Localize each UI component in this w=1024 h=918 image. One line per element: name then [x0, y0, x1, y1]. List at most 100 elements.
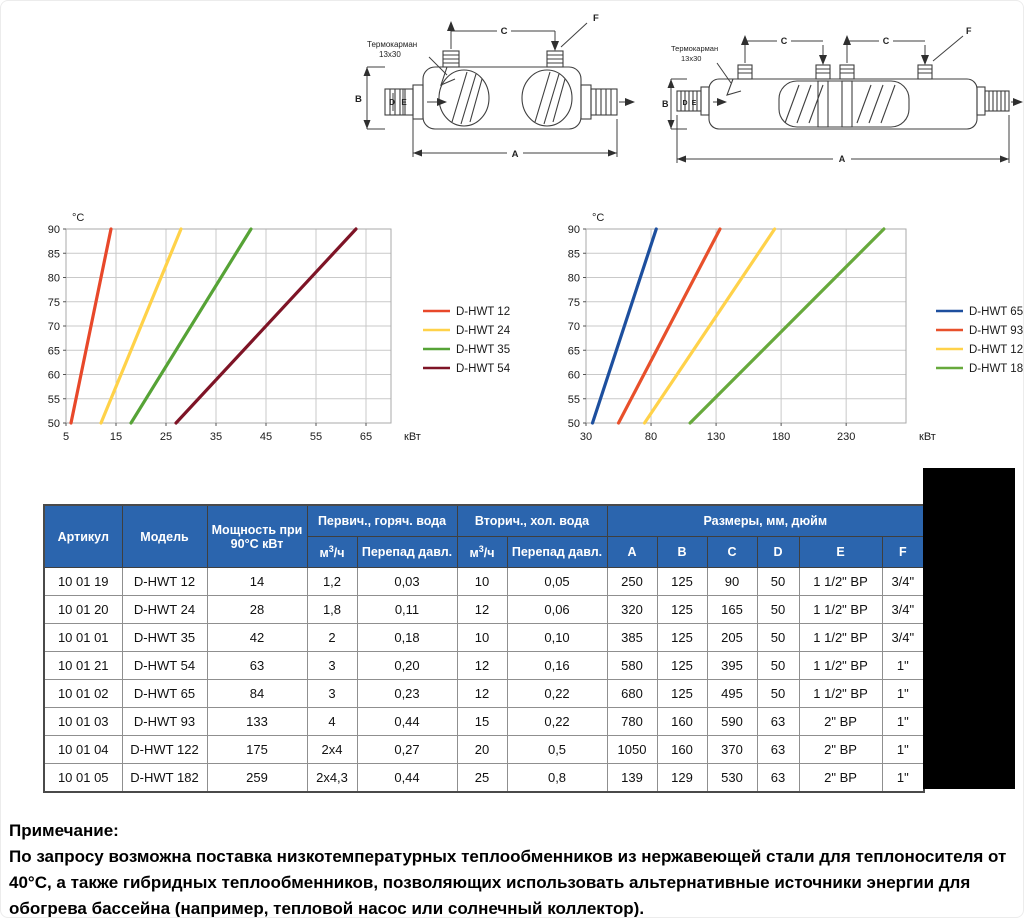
svg-text:80: 80	[645, 431, 657, 443]
table-cell: 125	[656, 679, 708, 708]
table-cell: 2х4	[306, 735, 358, 764]
thermowell-size-label: 13х30	[681, 54, 701, 63]
table-cell: 10 01 04	[43, 735, 123, 764]
table-cell: 10 01 03	[43, 707, 123, 736]
table-row: 10 01 03 D-HWT 93 133 4 0,44 15 0,22 780 160 590 6…	[43, 707, 925, 736]
table-cell: 0,44	[356, 763, 458, 793]
col-dim-b: B	[656, 536, 708, 568]
svg-text:кВт: кВт	[919, 431, 936, 443]
table-cell: 0,23	[356, 679, 458, 708]
spec-table-body: 10 01 19 D-HWT 12 14 1,2 0,03 10 0,05 250 125 90 5…	[43, 567, 925, 793]
svg-text:70: 70	[48, 321, 60, 333]
spec-table: Артикул Модель Мощность при 90°С кВт Пер…	[43, 504, 926, 793]
table-cell: 1 1/2" ВР	[798, 679, 883, 708]
table-cell: 50	[756, 595, 800, 624]
flow-down-arrow-icon	[819, 55, 827, 65]
table-cell: 0,27	[356, 735, 458, 764]
table-cell: 50	[756, 679, 800, 708]
table-cell: D-HWT 35	[121, 623, 208, 652]
svg-text:D-HWT 122: D-HWT 122	[969, 344, 1024, 356]
exchanger-body	[422, 66, 582, 130]
table-cell: 63	[206, 651, 308, 680]
dim-label-e: E	[692, 100, 697, 107]
table-cell: 1 1/2" ВР	[798, 567, 883, 596]
group-secondary-water: Вторич., хол. вода	[456, 504, 608, 537]
flow-down-arrow-icon	[551, 41, 559, 51]
table-cell: 1 1/2" ВР	[798, 595, 883, 624]
table-cell: 15	[456, 707, 508, 736]
table-cell: 12	[456, 679, 508, 708]
table-cell: 14	[206, 567, 308, 596]
svg-text:85: 85	[568, 248, 580, 260]
table-cell: 50	[756, 651, 800, 680]
table-row: 10 01 20 D-HWT 24 28 1,8 0,11 12 0,06 320 125 165…	[43, 595, 925, 624]
dim-label-c: C	[501, 26, 508, 37]
svg-text:85: 85	[48, 248, 60, 260]
svg-text:75: 75	[568, 297, 580, 309]
col-primary-pressure-drop: Перепад давл.	[356, 536, 458, 568]
table-cell: 160	[656, 707, 708, 736]
svg-text:55: 55	[48, 394, 60, 406]
svg-text:D-HWT 65: D-HWT 65	[969, 306, 1023, 318]
table-cell: 0,06	[506, 595, 608, 624]
inlet-arrow-icon	[717, 98, 727, 106]
table-cell: 1"	[881, 763, 925, 793]
table-cell: 10 01 20	[43, 595, 123, 624]
svg-text:D-HWT 54: D-HWT 54	[456, 363, 511, 375]
table-cell: D-HWT 182	[121, 763, 208, 793]
note-section: Примечание: По запросу возможна поставка…	[9, 821, 1019, 917]
svg-text:65: 65	[568, 345, 580, 357]
table-cell: 1"	[881, 651, 925, 680]
thermowell-label: Термокарман	[671, 44, 718, 53]
note-title: Примечание	[9, 821, 114, 840]
table-cell: 63	[756, 735, 800, 764]
table-cell: 0,8	[506, 763, 608, 793]
table-cell: 25	[456, 763, 508, 793]
table-cell: 12	[456, 651, 508, 680]
svg-text:D-HWT 182: D-HWT 182	[969, 363, 1024, 375]
dim-label-a: A	[512, 149, 519, 160]
table-cell: 205	[706, 623, 758, 652]
table-cell: 63	[756, 707, 800, 736]
table-cell: 2х4,3	[306, 763, 358, 793]
table-cell: 125	[656, 595, 708, 624]
flow-up-arrow-icon	[843, 35, 851, 45]
svg-text:D-HWT 24: D-HWT 24	[456, 325, 511, 337]
table-cell: 10 01 19	[43, 567, 123, 596]
chart-dhwt-65-182: 50 55 60 65 70 75 80 85 90 30 80 130 180 230 °C кВт D-HW…	[556, 206, 1024, 451]
table-cell: 133	[206, 707, 308, 736]
col-secondary-flow: м3/ч	[456, 536, 508, 568]
svg-text:5: 5	[63, 431, 69, 443]
col-dim-f: F	[881, 536, 925, 568]
table-cell: D-HWT 93	[121, 707, 208, 736]
table-cell: 0,22	[506, 679, 608, 708]
svg-text:70: 70	[568, 321, 580, 333]
table-cell: 3/4"	[881, 623, 925, 652]
table-cell: 90	[706, 567, 758, 596]
thermowell-notch	[726, 78, 742, 96]
table-cell: 63	[756, 763, 800, 793]
table-cell: D-HWT 12	[121, 567, 208, 596]
table-cell: D-HWT 122	[121, 735, 208, 764]
table-cell: 0,22	[506, 707, 608, 736]
redaction-box	[923, 468, 1015, 789]
chart-dhwt-12-54: 50 55 60 65 70 75 80 85 90 5 15 25 35 45 55 65 °C кВт D-HW…	[41, 206, 541, 451]
table-cell: 125	[656, 623, 708, 652]
table-cell: 10 01 21	[43, 651, 123, 680]
table-cell: 250	[606, 567, 658, 596]
table-cell: 580	[606, 651, 658, 680]
table-cell: 0,20	[356, 651, 458, 680]
svg-text:°C: °C	[592, 212, 604, 224]
exchanger-body	[708, 78, 978, 130]
table-cell: 0,5	[506, 735, 608, 764]
svg-text:130: 130	[707, 431, 725, 443]
table-cell: 1,8	[306, 595, 358, 624]
dim-label-e: E	[401, 98, 407, 107]
table-cell: 1,2	[306, 567, 358, 596]
table-row: 10 01 01 D-HWT 35 42 2 0,18 10 0,10 385 125 205 50…	[43, 623, 925, 652]
spec-table-header: Артикул Модель Мощность при 90°С кВт Пер…	[43, 504, 925, 568]
note-colon: :	[113, 821, 119, 840]
table-row: 10 01 05 D-HWT 182 259 2х4,3 0,44 25 0,8 139 129…	[43, 763, 925, 793]
thermowell-label: Термокарман	[367, 40, 417, 49]
